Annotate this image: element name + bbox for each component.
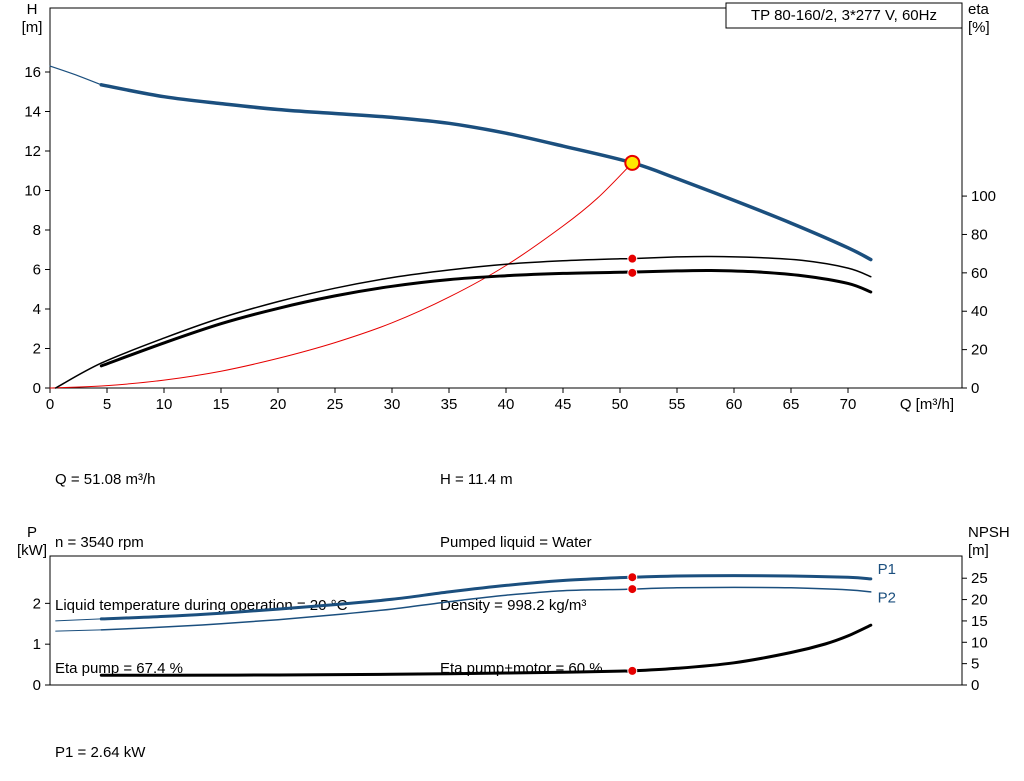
y-left-tick-label: 16 bbox=[24, 64, 41, 81]
p1-leadin bbox=[55, 618, 102, 622]
annotation-pumped-liquid: Pumped liquid = Water bbox=[440, 534, 592, 551]
y-left-axis-label: [m] bbox=[22, 19, 43, 36]
x-tick-label: 70 bbox=[840, 396, 857, 413]
hq-curve bbox=[99, 83, 873, 262]
y-right-tick-label: 60 bbox=[971, 265, 988, 282]
y-right-tick-label: 40 bbox=[971, 303, 988, 320]
p2-curve bbox=[100, 586, 872, 631]
y-left-tick-label: 12 bbox=[24, 143, 41, 160]
y-left-tick-label: 0 bbox=[33, 677, 41, 694]
annotation-q-value: Q = 51.08 m³/h bbox=[55, 471, 156, 488]
y-right-tick-label: 100 bbox=[971, 188, 996, 205]
annotation-h-value: H = 11.4 m bbox=[440, 471, 513, 488]
y-left-tick-label: 2 bbox=[33, 595, 41, 612]
y-right-tick-label: 15 bbox=[971, 613, 988, 630]
y-left-tick-label: 2 bbox=[33, 340, 41, 357]
y-left-tick-label: 4 bbox=[33, 301, 41, 318]
annotation-eta-pump: Eta pump = 67.4 % bbox=[55, 660, 183, 677]
y-left-axis-label: H bbox=[27, 1, 38, 18]
annotation-density: Density = 998.2 kg/m³ bbox=[440, 597, 587, 614]
x-tick-label: 55 bbox=[669, 396, 686, 413]
y-right-tick-label: 5 bbox=[971, 656, 979, 673]
eta-pump-curve bbox=[54, 255, 872, 389]
y-right-tick-label: 10 bbox=[971, 634, 988, 651]
eta-pump-motor-point-marker bbox=[627, 267, 638, 278]
annotation-rpm-value: n = 3540 rpm bbox=[55, 534, 144, 551]
p1-label: P1 bbox=[878, 561, 896, 578]
npsh-point-marker bbox=[627, 665, 638, 676]
x-tick-label: 30 bbox=[384, 396, 401, 413]
x-tick-label: 5 bbox=[103, 396, 111, 413]
plot-frame bbox=[49, 7, 963, 389]
duty-point-marker[interactable] bbox=[624, 154, 641, 171]
y-right-tick-label: 20 bbox=[971, 342, 988, 359]
eta-pump-point-marker bbox=[627, 253, 638, 264]
x-tick-label: 10 bbox=[156, 396, 173, 413]
y-right-tick-label: 25 bbox=[971, 570, 988, 587]
y-right-axis-label: NPSH bbox=[968, 525, 1010, 541]
hq-eta-chart: 0 2 4 6 8 10 12 14 16 0 20 40 60 80 100 0 5 10 15 20 25 30 35 4… bbox=[22, 1, 996, 413]
hq-curve-leadin bbox=[49, 65, 102, 86]
y-right-axis-label: eta bbox=[968, 1, 990, 18]
pump-title-text: TP 80-160/2, 3*277 V, 60Hz bbox=[751, 7, 937, 24]
y-left-tick-label: 1 bbox=[33, 636, 41, 653]
y-left-tick-label: 8 bbox=[33, 222, 41, 239]
p2-label: P2 bbox=[878, 590, 896, 607]
annotation-p1-value: P1 = 2.64 kW bbox=[55, 744, 146, 761]
y-left-tick-label: 6 bbox=[33, 261, 41, 278]
system-curve bbox=[49, 162, 633, 389]
p1-point-marker bbox=[627, 572, 638, 583]
y-left-axis-label: P bbox=[27, 525, 37, 541]
eta-pump-motor-curve bbox=[99, 268, 873, 368]
x-tick-label: 50 bbox=[612, 396, 629, 413]
y-right-tick-label: 80 bbox=[971, 226, 988, 243]
y-right-axis-label: [m] bbox=[968, 542, 989, 559]
y-right-tick-label: 0 bbox=[971, 677, 979, 694]
x-tick-label: 0 bbox=[46, 396, 54, 413]
y-left-axis-label: [kW] bbox=[17, 542, 47, 559]
x-tick-label: 65 bbox=[783, 396, 800, 413]
pump-title-box bbox=[725, 2, 963, 29]
npsh-curve bbox=[99, 623, 873, 677]
x-tick-label: 40 bbox=[498, 396, 515, 413]
x-tick-label: 20 bbox=[270, 396, 287, 413]
x-tick-label: 45 bbox=[555, 396, 572, 413]
y-right-tick-label: 0 bbox=[971, 380, 979, 397]
x-tick-label: 35 bbox=[441, 396, 458, 413]
p2-leadin bbox=[55, 629, 102, 632]
y-left-tick-label: 0 bbox=[33, 380, 41, 397]
p1-curve bbox=[99, 574, 873, 621]
x-tick-label: 60 bbox=[726, 396, 743, 413]
x-axis-label: Q [m³/h] bbox=[900, 396, 954, 413]
y-left-tick-label: 10 bbox=[24, 182, 41, 199]
y-right-axis-label: [%] bbox=[968, 19, 990, 36]
y-right-tick-label: 20 bbox=[971, 592, 988, 609]
x-tick-label: 25 bbox=[327, 396, 344, 413]
power-annotations: P1 = 2.64 kW P2 = 2.35 kW NPSH = 3.31 m bbox=[55, 700, 160, 781]
y-left-tick-label: 14 bbox=[24, 103, 41, 120]
p2-point-marker bbox=[627, 584, 638, 595]
x-tick-label: 15 bbox=[213, 396, 230, 413]
